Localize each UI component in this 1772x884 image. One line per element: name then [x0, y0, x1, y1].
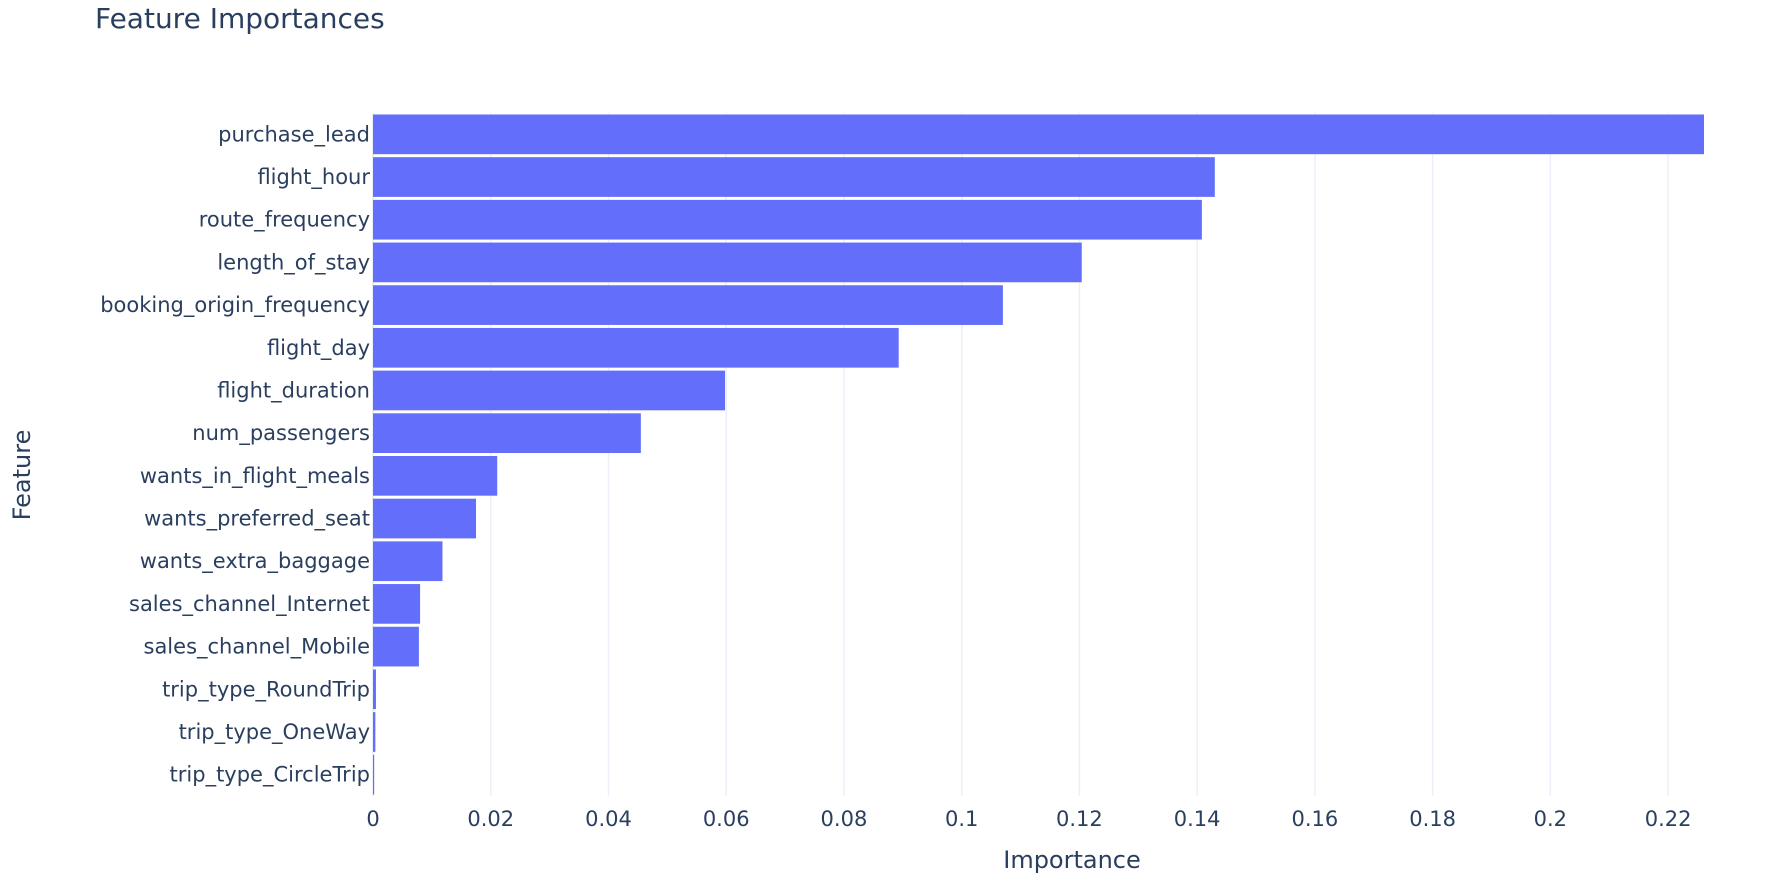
bar-wants-preferred-seat[interactable] [373, 498, 477, 539]
x-tick-label: 0.1 [945, 807, 978, 831]
chart-title: Feature Importances [95, 2, 385, 35]
x-axis-title: Importance [1003, 846, 1141, 874]
y-tick-labels: purchase_lead flight_hour route_frequencyl… [100, 122, 370, 787]
bar-trip-type-circletrip[interactable] [373, 754, 375, 795]
x-tick-label: 0 [366, 807, 379, 831]
bar-wants-in-flight-meals[interactable] [373, 456, 498, 496]
y-tick-label: wants_extra_baggage [140, 549, 370, 574]
bars-layer [373, 114, 1704, 795]
y-tick-label: trip_type_OneWay [179, 720, 370, 745]
y-tick-label: route_frequency [199, 208, 370, 233]
bar-flight-day[interactable] [373, 327, 899, 368]
bar-flight-hour[interactable] [373, 157, 1215, 197]
y-tick-label: purchase_lead [218, 122, 370, 147]
x-tick-label: 0.16 [1292, 807, 1339, 831]
y-tick-label: wants_preferred_seat [144, 507, 370, 532]
x-tick-label: 0.2 [1534, 807, 1567, 831]
y-tick-label: sales_channel_Internet [129, 592, 370, 617]
x-tick-label: 0.12 [1056, 807, 1103, 831]
bar-trip-type-roundtrip[interactable] [373, 669, 376, 710]
y-tick-label: flight_day [267, 336, 370, 361]
x-tick-labels: 0 0.02 0.04 0.06 0.08 0.1 0.12 0.14 0.16 0.18 0.2 0… [366, 807, 1691, 831]
x-tick-label: 0.02 [467, 807, 514, 831]
bar-num-passengers[interactable] [373, 413, 641, 453]
y-tick-label: booking_origin_frequency [100, 293, 370, 318]
bar-booking-origin-frequency[interactable] [373, 285, 1003, 325]
x-tick-label: 0.04 [585, 807, 632, 831]
y-tick-label: sales_channel_Mobile [144, 635, 371, 660]
x-tick-label: 0.18 [1409, 807, 1456, 831]
y-tick-label: flight_hour [257, 165, 370, 190]
bar-route-frequency[interactable] [373, 199, 1202, 240]
bar-trip-type-oneway[interactable] [373, 712, 376, 752]
x-tick-label: 0.14 [1174, 807, 1221, 831]
y-axis-title: Feature [8, 430, 36, 521]
bar-sales-channel-internet[interactable] [373, 584, 421, 624]
bar-length-of-stay[interactable] [373, 242, 1082, 283]
y-tick-label: num_passengers [192, 421, 370, 446]
bar-sales-channel-mobile[interactable] [373, 626, 419, 667]
y-tick-label: trip_type_CircleTrip [170, 763, 370, 788]
x-tick-label: 0.22 [1645, 807, 1692, 831]
bar-wants-extra-baggage[interactable] [373, 541, 443, 582]
x-tick-label: 0.06 [703, 807, 750, 831]
y-tick-label: wants_in_flight_meals [140, 464, 370, 489]
x-tick-label: 0.08 [821, 807, 868, 831]
y-tick-label: length_of_stay [217, 250, 370, 275]
bar-flight-duration[interactable] [373, 370, 726, 411]
y-tick-label: trip_type_RoundTrip [162, 677, 370, 702]
y-tick-label: flight_duration [217, 378, 370, 403]
bar-purchase-lead[interactable] [373, 114, 1704, 155]
